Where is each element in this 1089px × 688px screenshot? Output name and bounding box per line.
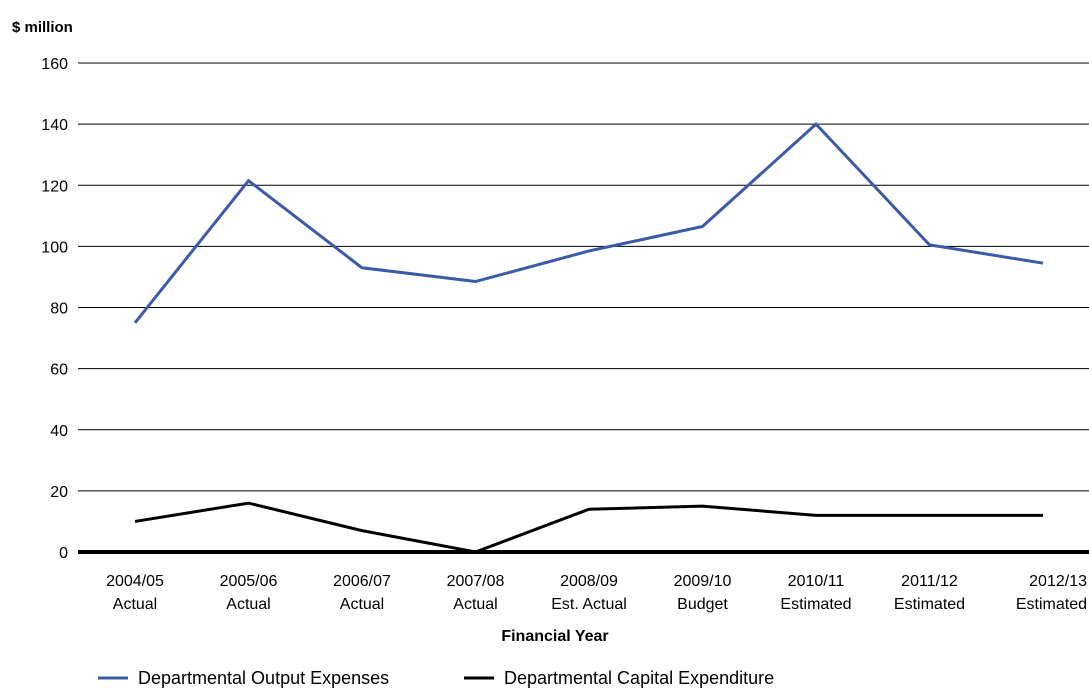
x-tick-label: Estimated bbox=[894, 596, 965, 613]
x-tick-label: Estimated bbox=[780, 596, 851, 613]
legend-label: Departmental Output Expenses bbox=[138, 668, 389, 688]
x-tick-label: Est. Actual bbox=[551, 596, 627, 613]
y-tick-label: 80 bbox=[50, 301, 68, 318]
legend: Departmental Output Expenses Departmental… bbox=[98, 668, 774, 688]
y-tick-label: 140 bbox=[41, 117, 68, 134]
x-tick-label: 2011/12 bbox=[901, 573, 958, 590]
x-tick-label: Actual bbox=[453, 596, 497, 613]
y-tick-label: 60 bbox=[50, 362, 68, 379]
y-tick-label: 0 bbox=[59, 545, 68, 562]
y-tick-label: 100 bbox=[41, 239, 68, 256]
x-tick-label: Actual bbox=[226, 596, 270, 613]
x-tick-label: 2007/08 bbox=[447, 573, 505, 590]
x-tick-label: 2009/10 bbox=[674, 573, 732, 590]
series-line-output-expenses bbox=[133, 122, 1044, 324]
x-axis-title: Financial Year bbox=[501, 628, 608, 645]
x-tick-label: 2008/09 bbox=[560, 573, 618, 590]
gridlines bbox=[78, 62, 1089, 554]
y-axis-title: $ million bbox=[12, 19, 73, 36]
y-tick-label: 160 bbox=[41, 56, 68, 73]
series-line-capital-expenditure bbox=[134, 501, 1043, 554]
y-tick-label: 40 bbox=[50, 423, 68, 440]
x-tick-label: Estimated bbox=[1016, 596, 1087, 613]
x-tick-label: 2010/11 bbox=[788, 573, 845, 590]
x-tick-label: Actual bbox=[340, 596, 384, 613]
x-tick-label: 2005/06 bbox=[220, 573, 278, 590]
x-tick-label: Budget bbox=[677, 596, 728, 613]
x-tick-label: 2012/13 bbox=[1029, 573, 1087, 590]
y-tick-label: 20 bbox=[50, 484, 68, 501]
legend-label: Departmental Capital Expenditure bbox=[504, 668, 774, 688]
x-tick-labels: 2004/05 Actual 2005/06 Actual 2006/07 Actual 2… bbox=[106, 573, 1087, 613]
y-tick-labels: 0 20 40 60 80 100 120 140 160 bbox=[41, 56, 68, 562]
y-tick-label: 120 bbox=[41, 178, 68, 195]
x-tick-label: 2004/05 bbox=[106, 573, 164, 590]
x-tick-label: Actual bbox=[113, 596, 157, 613]
series-lines bbox=[133, 122, 1044, 554]
x-tick-label: 2006/07 bbox=[333, 573, 391, 590]
